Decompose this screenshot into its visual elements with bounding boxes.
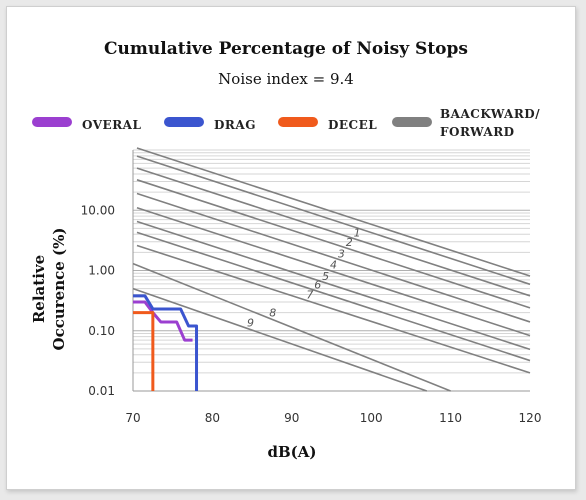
x-axis-label: dB(A) bbox=[268, 443, 317, 461]
series-drag-line bbox=[133, 294, 199, 391]
x-tick-label: 100 bbox=[360, 411, 383, 425]
y-axis-label: Relative Occurence (%) bbox=[30, 228, 68, 351]
y-axis-label-line-2: Occurence (%) bbox=[50, 228, 68, 351]
y-tick-label: 10.00 bbox=[81, 203, 115, 217]
reference-line-label: 8 bbox=[269, 307, 276, 320]
reference-line-label: 3 bbox=[338, 247, 345, 260]
reference-line-label: 7 bbox=[306, 289, 313, 302]
legend-label: DRAG bbox=[214, 118, 256, 132]
legend-label: DECEL bbox=[328, 118, 377, 132]
reference-line-label: 5 bbox=[322, 270, 329, 283]
series-decel-line bbox=[133, 311, 155, 391]
chart-title: Cumulative Percentage of Noisy Stops bbox=[104, 39, 468, 59]
x-tick-label: 80 bbox=[205, 411, 220, 425]
reference-line-6 bbox=[136, 231, 531, 362]
series-group bbox=[133, 294, 199, 391]
reference-line-1 bbox=[136, 167, 531, 297]
y-axis-label-line-1: Relative bbox=[30, 255, 48, 323]
y-tick-label: 0.10 bbox=[88, 324, 115, 338]
x-tick-label: 90 bbox=[284, 411, 299, 425]
reference-line-3 bbox=[136, 192, 531, 323]
reference-line-extra-2 bbox=[136, 155, 531, 286]
reference-line-label: 9 bbox=[247, 317, 254, 330]
legend-label-line-2: FORWARD bbox=[440, 125, 515, 139]
legend-label: OVERAL bbox=[82, 118, 141, 132]
x-tick-label: 110 bbox=[439, 411, 462, 425]
x-tick-label: 70 bbox=[125, 411, 140, 425]
legend-swatch-drag bbox=[164, 117, 204, 127]
reference-line-label: 4 bbox=[330, 259, 337, 272]
reference-line-label: 1 bbox=[354, 227, 361, 240]
series-overal-line bbox=[133, 300, 193, 342]
reference-line-8 bbox=[132, 262, 451, 392]
x-tick-label: 120 bbox=[519, 411, 542, 425]
reference-line-extra-1 bbox=[136, 147, 531, 277]
chart-subtitle: Noise index = 9.4 bbox=[218, 70, 354, 88]
chart-card bbox=[6, 6, 576, 490]
legend-swatch-overal bbox=[32, 117, 72, 127]
legend: OVERAL DRAG DECEL BAACKWARD/FORWARD bbox=[32, 107, 540, 139]
y-axis-ticks: 0.01 0.10 1.00 10.00 bbox=[81, 203, 115, 398]
reference-line-4 bbox=[136, 206, 531, 337]
reference-line-7 bbox=[136, 244, 531, 374]
x-axis-ticks: 70 80 90 100 110 120 bbox=[125, 411, 541, 425]
reference-line-9 bbox=[132, 287, 428, 392]
reference-line-5 bbox=[136, 220, 531, 351]
reference-line-label: 2 bbox=[346, 236, 353, 249]
y-tick-label: 0.01 bbox=[88, 384, 115, 398]
legend-label: BAACKWARD/ bbox=[440, 107, 540, 121]
legend-swatch-baackward bbox=[392, 117, 432, 127]
reference-line-label: 6 bbox=[314, 278, 321, 291]
y-tick-label: 1.00 bbox=[88, 264, 115, 278]
reference-line-2 bbox=[136, 179, 531, 309]
legend-swatch-decel bbox=[278, 117, 318, 127]
